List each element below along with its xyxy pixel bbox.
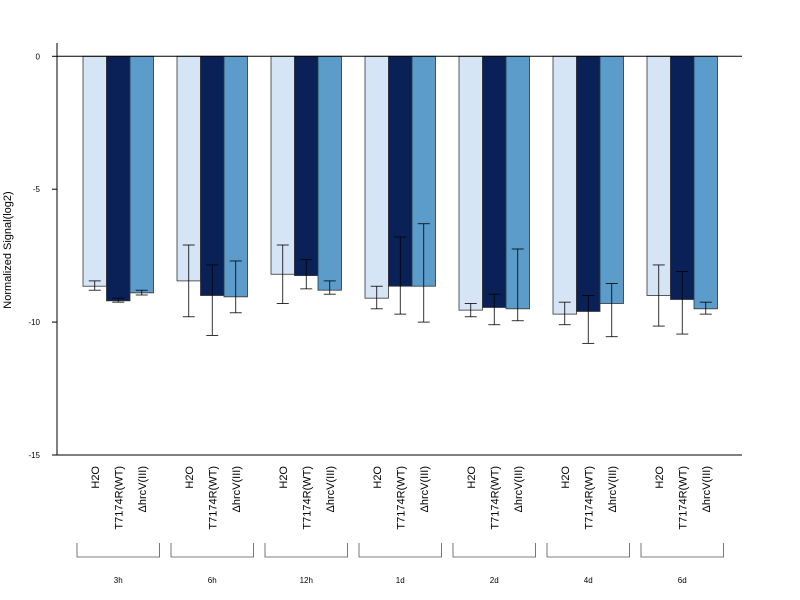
bar-label-4d-2: ΔhrcV(III) bbox=[607, 466, 619, 512]
error-bars-layer bbox=[88, 223, 712, 344]
bar-6d-1 bbox=[670, 55, 695, 300]
bar-label-2d-0: H2O bbox=[466, 466, 478, 489]
group-label-1d: 1d bbox=[396, 576, 405, 585]
group-bracket-6h bbox=[170, 543, 254, 558]
group-bracket-4d bbox=[546, 543, 630, 558]
bar-label-3h-0: H2O bbox=[90, 466, 102, 489]
bar-label-1d-0: H2O bbox=[372, 466, 384, 489]
bar-label-6d-0: H2O bbox=[654, 466, 666, 489]
y-axis-label: Normalized Signal(log2) bbox=[2, 191, 14, 308]
axes-layer: 0 -5 -10 -15 bbox=[28, 43, 742, 460]
bar-label-6h-1: T7174R(WT) bbox=[207, 466, 219, 530]
group-bracket-1d bbox=[358, 543, 442, 558]
bar-1d-0 bbox=[364, 55, 389, 299]
bar-label-3h-2: ΔhrcV(III) bbox=[137, 466, 149, 512]
group-label-3h: 3h bbox=[114, 576, 123, 585]
bar-12h-0 bbox=[270, 55, 295, 275]
y-tick-label-3: -15 bbox=[28, 451, 40, 460]
bar-3h-2 bbox=[129, 55, 154, 294]
bar-label-4d-1: T7174R(WT) bbox=[583, 466, 595, 530]
bar-label-1d-1: T7174R(WT) bbox=[395, 466, 407, 530]
bar-label-4d-0: H2O bbox=[560, 466, 572, 489]
bar-label-1d-2: ΔhrcV(III) bbox=[419, 466, 431, 512]
y-tick-label-1: -5 bbox=[33, 185, 41, 194]
bar-3h-0 bbox=[82, 55, 107, 287]
bar-label-2d-1: T7174R(WT) bbox=[489, 466, 501, 530]
bars-layer bbox=[82, 55, 718, 315]
bar-6h-1 bbox=[200, 55, 225, 296]
bar-3h-1 bbox=[106, 55, 131, 302]
bar-label-6d-2: ΔhrcV(III) bbox=[701, 466, 713, 512]
group-bracket-6d bbox=[640, 543, 724, 558]
bar-label-2d-2: ΔhrcV(III) bbox=[513, 466, 525, 512]
bar-label-6h-2: ΔhrcV(III) bbox=[231, 466, 243, 512]
bar-6d-2 bbox=[693, 55, 718, 310]
bar-12h-2 bbox=[317, 55, 342, 291]
labels-layer: H2O T7174R(WT) ΔhrcV(III) 3h H2O T7174R(WT) Δh… bbox=[76, 466, 724, 585]
group-label-4d: 4d bbox=[584, 576, 593, 585]
bar-4d-1 bbox=[576, 55, 601, 312]
group-bracket-3h bbox=[76, 543, 160, 558]
bar-2d-0 bbox=[458, 55, 483, 311]
bar-12h-1 bbox=[294, 55, 319, 276]
bar-label-12h-0: H2O bbox=[278, 466, 290, 489]
group-label-12h: 12h bbox=[300, 576, 313, 585]
y-tick-label-0: 0 bbox=[36, 52, 41, 61]
bar-label-3h-1: T7174R(WT) bbox=[113, 466, 125, 530]
bar-4d-2 bbox=[599, 55, 624, 304]
group-label-2d: 2d bbox=[490, 576, 499, 585]
bar-label-12h-1: T7174R(WT) bbox=[301, 466, 313, 530]
bar-label-6h-0: H2O bbox=[184, 466, 196, 489]
bar-label-12h-2: ΔhrcV(III) bbox=[325, 466, 337, 512]
group-label-6d: 6d bbox=[678, 576, 687, 585]
group-bracket-2d bbox=[452, 543, 536, 558]
bar-2d-1 bbox=[482, 55, 507, 308]
bar-label-6d-1: T7174R(WT) bbox=[677, 466, 689, 530]
bar-4d-0 bbox=[552, 55, 577, 315]
group-bracket-12h bbox=[264, 543, 348, 558]
bar-6d-0 bbox=[646, 55, 671, 296]
group-label-6h: 6h bbox=[208, 576, 217, 585]
y-tick-label-2: -10 bbox=[28, 318, 40, 327]
